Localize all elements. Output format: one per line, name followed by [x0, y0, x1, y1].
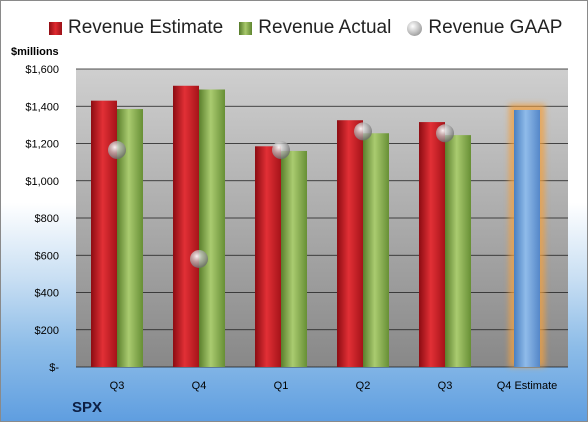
chart-legend: Revenue Estimate Revenue Actual Revenue …	[49, 17, 578, 39]
legend-item-actual: Revenue Actual	[239, 17, 391, 39]
bar-revenue-estimate	[337, 120, 363, 367]
gridlines	[76, 68, 568, 368]
x-tick-label: Q1	[274, 380, 289, 392]
x-tick-label: Q3	[438, 380, 453, 392]
gaap-marker	[354, 122, 372, 141]
gaap-marker	[190, 249, 208, 268]
legend-label-estimate: Revenue Estimate	[68, 17, 224, 38]
legend-swatch-estimate	[49, 21, 62, 35]
legend-swatch-gaap	[407, 20, 423, 36]
y-tick-label: $1,200	[25, 139, 59, 151]
x-tick-label: Q4 Estimate	[497, 380, 558, 392]
legend-label-actual: Revenue Actual	[258, 17, 392, 38]
gaap-markers	[108, 122, 454, 268]
legend-item-estimate: Revenue Estimate	[49, 17, 223, 39]
bar-revenue-actual	[445, 135, 471, 367]
x-tick-label: Q3	[110, 380, 125, 392]
x-tick-label: Q2	[356, 380, 371, 392]
y-tick-label: $600	[35, 250, 59, 262]
bar-revenue-estimate	[91, 100, 117, 367]
y-axis-units-label: $millions	[11, 46, 59, 58]
bar-revenue-actual	[199, 89, 225, 368]
gaap-marker	[436, 124, 454, 143]
bar-revenue-actual	[363, 133, 389, 367]
y-tick-label: $-	[49, 362, 59, 374]
legend-swatch-actual	[239, 21, 253, 35]
x-tick-label: Q4	[192, 380, 207, 392]
y-tick-label: $1,000	[25, 176, 59, 188]
y-tick-label: $800	[35, 213, 59, 225]
y-tick-label: $400	[35, 288, 59, 300]
x-axis-ticks: Q3 Q4 Q1 Q2 Q3 Q4 Estimate	[110, 380, 558, 392]
bar-revenue-estimate	[419, 122, 445, 367]
gaap-marker	[108, 141, 126, 160]
y-axis-ticks: $- $200 $400 $600 $800 $1,000 $1,200 $1,400 $1,6…	[25, 64, 59, 374]
bars	[91, 85, 545, 368]
bar-revenue-actual	[281, 150, 307, 367]
gaap-marker	[272, 141, 290, 160]
bar-revenue-estimate	[255, 146, 281, 367]
legend-label-gaap: Revenue GAAP	[428, 17, 563, 38]
legend-item-gaap: Revenue GAAP	[407, 17, 562, 39]
ticker-label: SPX	[72, 399, 103, 416]
y-tick-label: $200	[35, 325, 59, 337]
bar-revenue-estimate	[173, 85, 199, 367]
bar-revenue-forecast	[514, 109, 540, 367]
y-tick-label: $1,600	[25, 64, 59, 76]
y-tick-label: $1,400	[25, 101, 59, 113]
